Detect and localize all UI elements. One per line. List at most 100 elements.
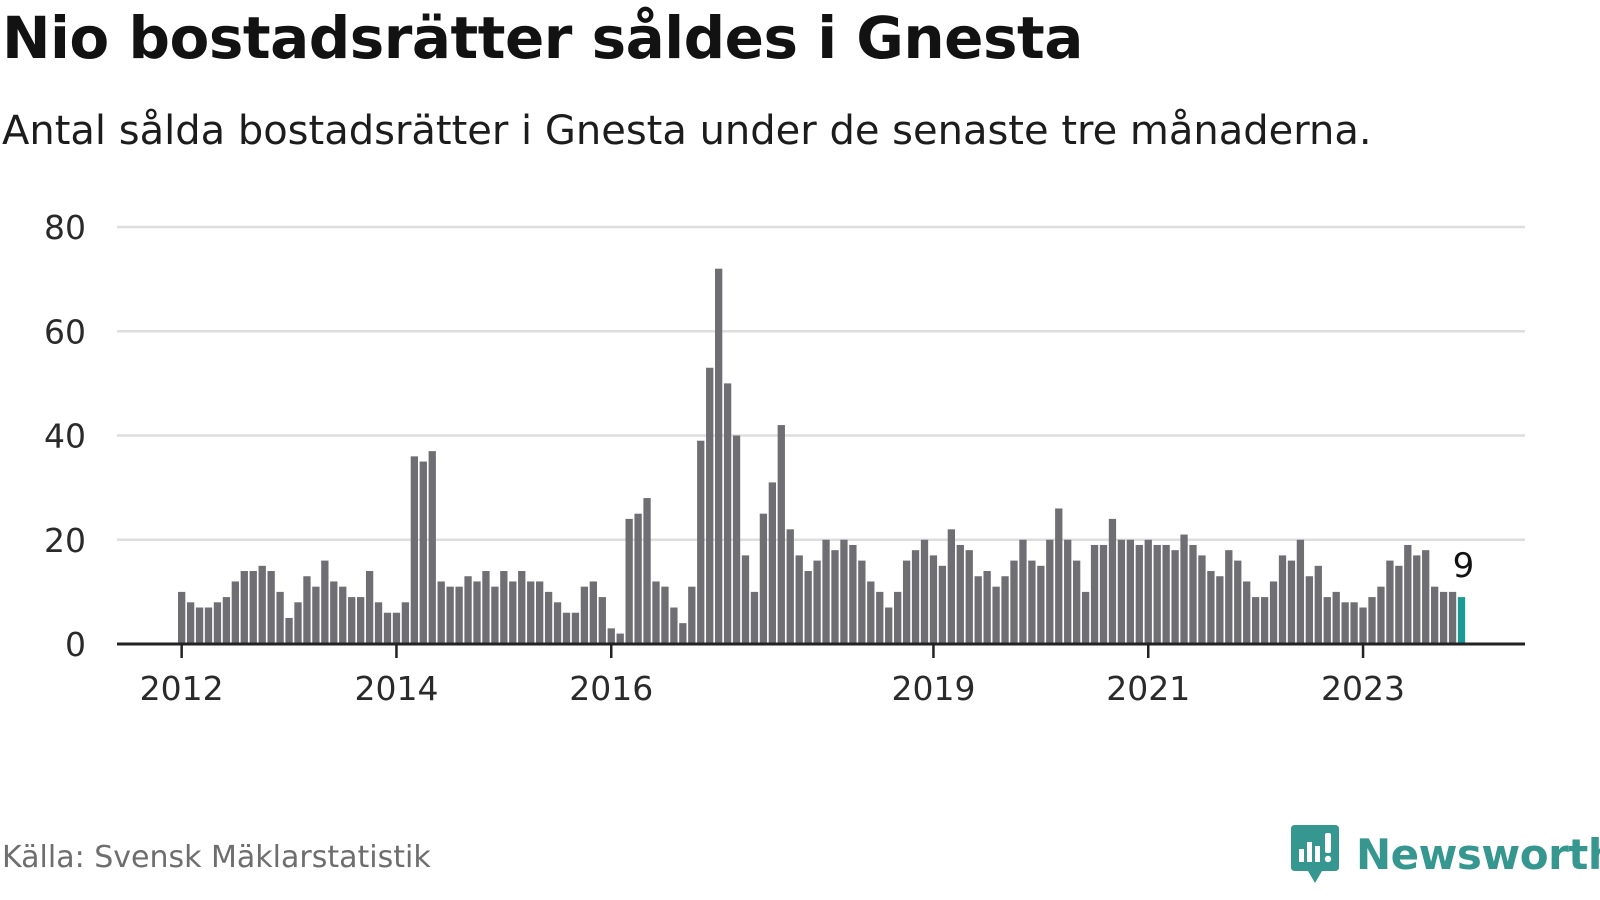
bar — [1422, 550, 1430, 644]
bar-chart: 0 20 40 60 80 2012 2014 2016 2019 2021 2023 9 — [44, 208, 1525, 708]
bar — [1099, 544, 1108, 644]
bar — [1368, 597, 1376, 644]
bar — [536, 581, 544, 644]
bar — [786, 529, 794, 644]
bar — [365, 571, 374, 644]
bar — [312, 586, 320, 644]
bar — [419, 461, 427, 644]
bar — [849, 544, 857, 644]
bar — [634, 513, 642, 644]
bar — [1162, 544, 1170, 644]
bar — [1260, 597, 1269, 644]
bar — [1010, 560, 1018, 644]
bar — [643, 498, 651, 644]
highlight-value-label: 9 — [1453, 546, 1475, 586]
bar — [231, 581, 239, 644]
bar — [491, 586, 499, 644]
bar — [1439, 591, 1448, 645]
newsworthy-logo: Newsworthy — [1290, 822, 1600, 886]
bar — [348, 597, 356, 644]
bar — [965, 550, 973, 644]
bar — [1296, 539, 1305, 644]
newsworthy-logo-icon — [1291, 825, 1339, 883]
bar — [1019, 539, 1027, 644]
bar-highlight — [1457, 597, 1466, 644]
bar — [195, 607, 204, 644]
bar — [679, 623, 687, 644]
bar — [383, 612, 392, 644]
bar — [1323, 597, 1331, 644]
bar — [571, 612, 580, 644]
bar — [428, 451, 436, 644]
bar — [938, 565, 947, 644]
bar — [1081, 591, 1090, 645]
bar — [1287, 560, 1296, 644]
bar — [867, 581, 875, 644]
bar — [213, 602, 222, 644]
bar — [276, 591, 284, 645]
bar — [1090, 544, 1099, 644]
x-axis — [117, 642, 1525, 658]
y-tick-label: 20 — [44, 521, 86, 560]
gridlines — [117, 225, 1525, 541]
bar — [1001, 576, 1009, 644]
bar — [1350, 602, 1358, 644]
bar — [1243, 581, 1251, 644]
bar — [1064, 539, 1072, 644]
bar — [911, 550, 920, 644]
bar — [294, 602, 302, 644]
bar — [500, 571, 508, 644]
bar — [464, 576, 472, 644]
bar — [1108, 518, 1117, 644]
bar — [697, 440, 705, 644]
bar — [455, 586, 463, 644]
bar — [750, 591, 759, 645]
bar — [1189, 544, 1197, 644]
bar — [929, 555, 938, 644]
bar — [1037, 565, 1045, 644]
chart-title: Nio bostadsrätter såldes i Gnesta — [2, 4, 1083, 72]
bar — [768, 482, 776, 644]
bar — [1278, 555, 1287, 644]
bar — [1377, 586, 1385, 644]
bar — [795, 555, 803, 644]
bar — [777, 425, 785, 644]
x-tick-label: 2023 — [1321, 669, 1405, 708]
bar — [992, 586, 1000, 644]
bar — [446, 586, 454, 644]
bar — [715, 268, 723, 644]
bar — [1332, 591, 1340, 645]
bar — [321, 560, 329, 644]
bar — [1126, 539, 1134, 644]
bar — [374, 602, 383, 644]
bar — [1046, 539, 1054, 644]
bar — [1359, 607, 1367, 644]
bar — [1413, 555, 1421, 644]
bar — [983, 571, 991, 644]
bar — [885, 607, 893, 644]
bar — [974, 576, 982, 644]
x-tick-label: 2016 — [569, 669, 653, 708]
bar — [339, 586, 347, 644]
bar — [518, 571, 526, 644]
bar — [1314, 565, 1322, 644]
bar — [1431, 586, 1439, 644]
brand-name: Newsworthy — [1356, 829, 1600, 879]
bar — [482, 571, 490, 644]
x-tick-label: 2014 — [354, 669, 438, 708]
bar — [437, 581, 445, 644]
bar — [831, 550, 839, 644]
bar — [813, 560, 821, 644]
bar — [670, 607, 678, 644]
x-tick-label: 2019 — [891, 669, 975, 708]
bar — [1404, 544, 1412, 644]
bar — [240, 571, 248, 644]
bar — [1252, 597, 1260, 644]
annotations: 9 — [1453, 546, 1475, 586]
bar — [1395, 565, 1403, 644]
bar — [956, 544, 964, 644]
bar — [1055, 508, 1063, 644]
bar — [1117, 539, 1126, 644]
bar — [598, 597, 606, 644]
bar — [258, 565, 266, 644]
